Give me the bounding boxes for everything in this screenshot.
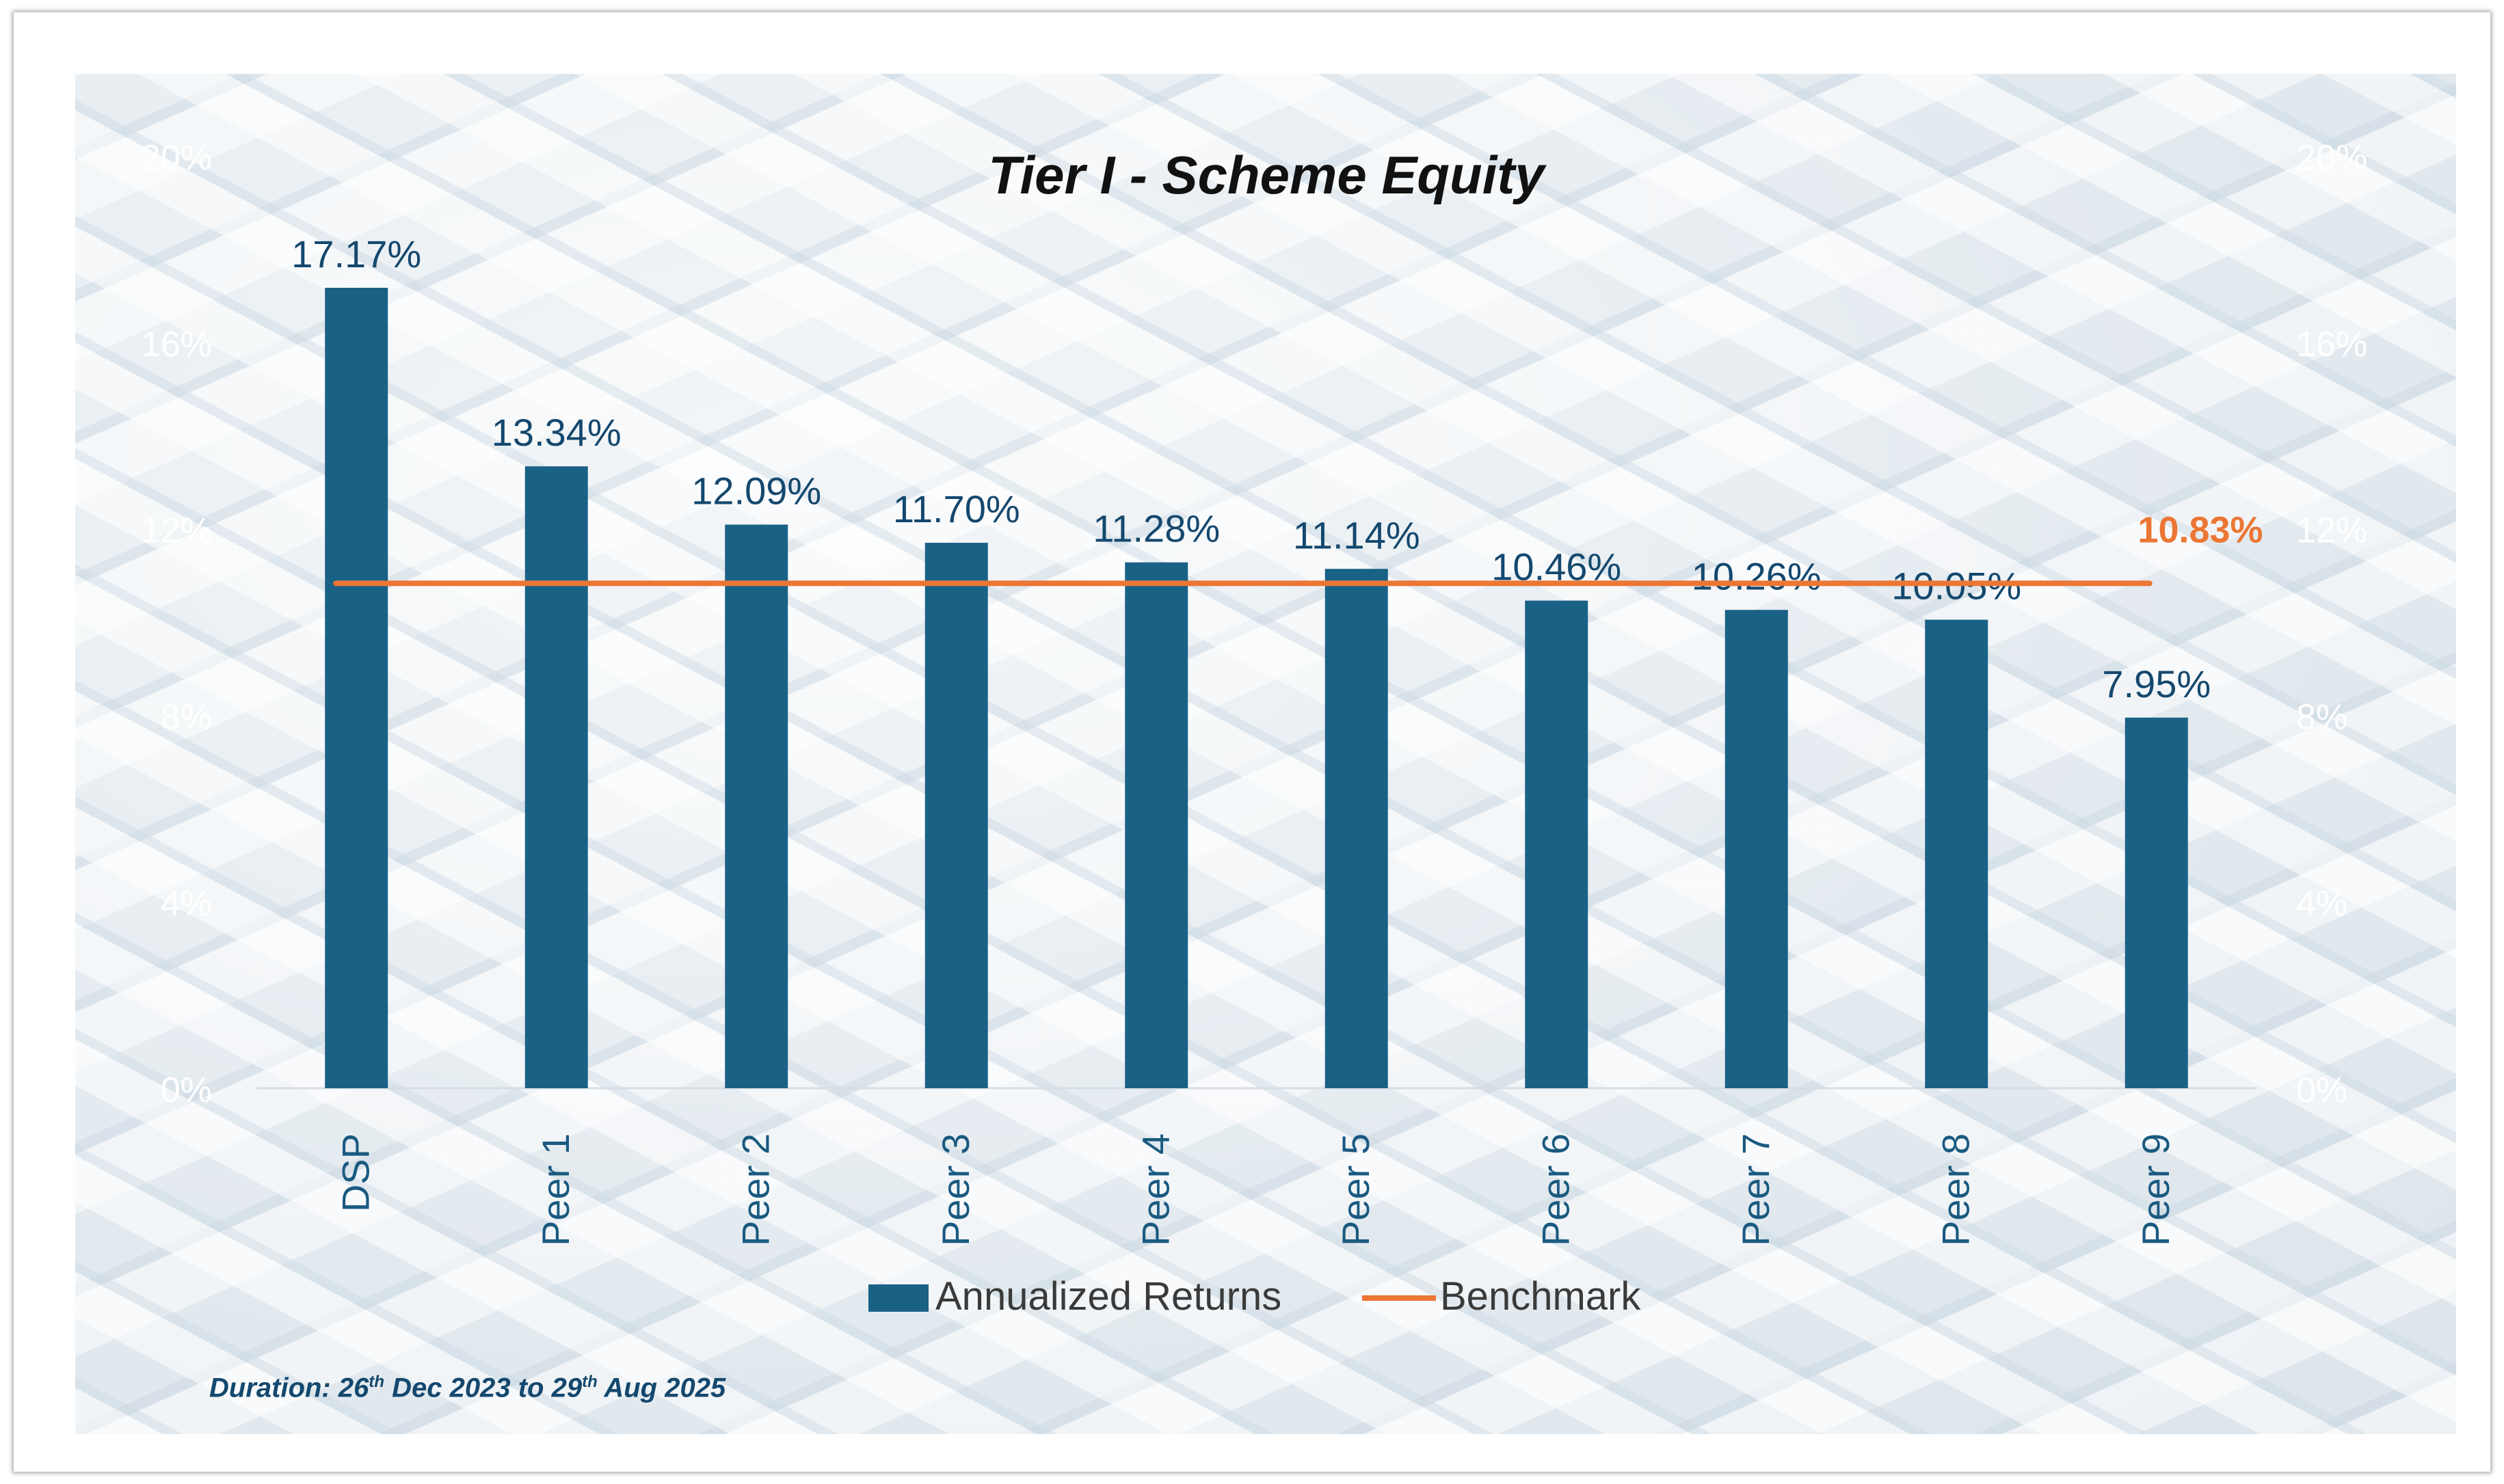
bar-value-label: 12.09%: [691, 469, 821, 512]
y-tick-right: 16%: [2296, 325, 2367, 364]
y-axis-right: 0% 4% 8% 12% 16% 20%: [2296, 138, 2367, 1110]
y-tick-right: 4%: [2296, 884, 2347, 923]
legend-benchmark: Benchmark: [1440, 1274, 1641, 1319]
slide-frame: Tier I - Scheme Equity 0% 4% 8% 12% 16% 20% 0…: [14, 12, 2490, 1472]
bar-value-label: 11.70%: [893, 487, 1020, 530]
legend: Annualized Returns Benchmark: [868, 1274, 1641, 1319]
footnote-sup-1: th: [369, 1373, 385, 1391]
y-tick-right: 0%: [2296, 1070, 2347, 1110]
bar-peer-5: [1324, 569, 1388, 1088]
x-tick-label: Peer 2: [734, 1133, 777, 1246]
bar-value-label: 7.95%: [2102, 662, 2211, 705]
bar-value-label: 10.26%: [1692, 554, 1822, 597]
y-tick-left: 8%: [161, 697, 212, 737]
y-axis-left: 0% 4% 8% 12% 16% 20%: [141, 138, 212, 1110]
bar-peer-6: [1525, 600, 1588, 1088]
bar-peer-4: [1125, 562, 1188, 1088]
bar-value-label: 17.17%: [291, 232, 421, 275]
bar-peer-3: [924, 543, 988, 1088]
footnote-prefix: Duration: 26: [209, 1373, 369, 1403]
bars: [325, 288, 2188, 1089]
x-axis-labels: DSP Peer 1 Peer 2 Peer 3 Peer 4 Peer 5 Peer 6 P…: [334, 1133, 2177, 1246]
x-tick-label: Peer 1: [534, 1133, 577, 1246]
y-tick-left: 0%: [161, 1070, 212, 1110]
benchmark-value-label: 10.83%: [2137, 509, 2263, 550]
x-tick-label: Peer 8: [1934, 1133, 1977, 1246]
bar-peer-9: [2125, 717, 2188, 1088]
x-tick-label: Peer 7: [1734, 1133, 1777, 1246]
bar-peer-8: [1925, 619, 1988, 1088]
y-tick-left: 16%: [141, 325, 212, 364]
y-tick-right: 8%: [2296, 697, 2347, 737]
bar-chart: Tier I - Scheme Equity 0% 4% 8% 12% 16% 20% 0…: [141, 138, 2367, 1319]
bar-value-label: 11.28%: [1093, 507, 1220, 550]
legend-annualized-returns: Annualized Returns: [935, 1274, 1281, 1319]
chart-title: Tier I - Scheme Equity: [988, 145, 1547, 205]
bar-value-label: 11.14%: [1293, 513, 1420, 556]
chart-panel: [75, 74, 2456, 1434]
x-tick-label: Peer 5: [1334, 1133, 1377, 1246]
x-tick-label: Peer 6: [1534, 1133, 1577, 1246]
bar-peer-2: [725, 524, 788, 1088]
bar-value-label: 13.34%: [492, 411, 622, 454]
y-tick-left: 20%: [141, 138, 212, 178]
x-tick-label: DSP: [334, 1133, 377, 1212]
bar-peer-1: [524, 466, 588, 1088]
bar-peer-7: [1724, 610, 1788, 1088]
footnote-middle: Dec 2023 to 29: [384, 1373, 583, 1403]
y-tick-left: 12%: [141, 511, 212, 551]
y-tick-left: 4%: [161, 884, 212, 923]
footnote-sup-2: th: [582, 1373, 598, 1391]
duration-footnote: Duration: 26th Dec 2023 to 29th Aug 2025: [209, 1373, 725, 1403]
x-tick-label: Peer 4: [1134, 1133, 1177, 1246]
x-tick-label: Peer 3: [934, 1133, 977, 1246]
bar-dsp: [325, 288, 388, 1089]
y-tick-right: 12%: [2296, 511, 2367, 551]
x-tick-label: Peer 9: [2134, 1133, 2177, 1246]
legend-bar-swatch: [868, 1284, 929, 1312]
footnote-suffix: Aug 2025: [597, 1373, 726, 1403]
y-tick-right: 20%: [2296, 138, 2367, 178]
